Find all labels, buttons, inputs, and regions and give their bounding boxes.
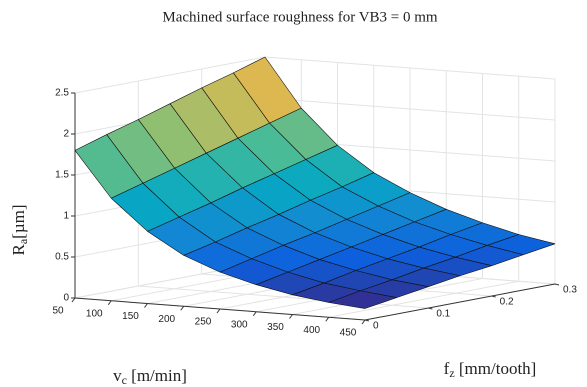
x-tick-label: 450: [340, 328, 357, 339]
y-tick-label: 0.1: [436, 309, 450, 320]
grid-line: [74, 56, 266, 94]
tick-mark: [554, 283, 560, 286]
chart-title: Machined surface roughness for VB3 = 0 m…: [162, 9, 438, 25]
x-tick-label: 50: [52, 306, 64, 317]
x-tick-label: 200: [158, 314, 175, 325]
z-tick-label: 1: [63, 211, 69, 222]
y-tick-label: 0.3: [563, 285, 577, 296]
y-tick-label: 0: [373, 321, 379, 332]
x-tick-label: 250: [195, 317, 212, 328]
tick-mark: [144, 303, 148, 308]
z-tick-label: 0.5: [55, 252, 69, 263]
z-tick-label: 2: [63, 129, 69, 140]
tick-mark: [364, 319, 370, 322]
x-tick-label: 100: [86, 308, 103, 319]
tick-mark: [107, 300, 112, 306]
tick-mark: [71, 297, 76, 303]
tick-mark: [216, 308, 221, 314]
grid-line: [328, 280, 519, 318]
z-tick-label: 2.5: [55, 88, 69, 99]
x-tick-label: 300: [231, 319, 248, 330]
grid-line: [264, 97, 556, 121]
x-tick-label: 400: [303, 325, 320, 336]
grid-line: [138, 285, 429, 309]
axis-line: [364, 283, 556, 321]
x-tick-label: 350: [267, 322, 284, 333]
z-tick-label: 0: [63, 293, 69, 304]
y-axis-label: fz [mm/tooth]: [444, 359, 537, 380]
surface-cell: [328, 290, 397, 309]
tick-mark: [252, 311, 257, 317]
y-tick-label: 0.2: [500, 297, 514, 308]
z-axis-label: Ra[µm]: [9, 204, 30, 255]
grid-line: [264, 56, 556, 80]
tick-mark: [491, 295, 496, 298]
tick-mark: [428, 307, 433, 310]
tick-mark: [180, 305, 185, 311]
tick-mark: [325, 316, 330, 322]
x-tick-label: 150: [122, 311, 139, 322]
x-axis-label: vc [m/min]: [113, 366, 187, 387]
z-tick-label: 1.5: [55, 170, 69, 181]
tick-mark: [361, 319, 366, 325]
tick-mark: [289, 314, 293, 319]
